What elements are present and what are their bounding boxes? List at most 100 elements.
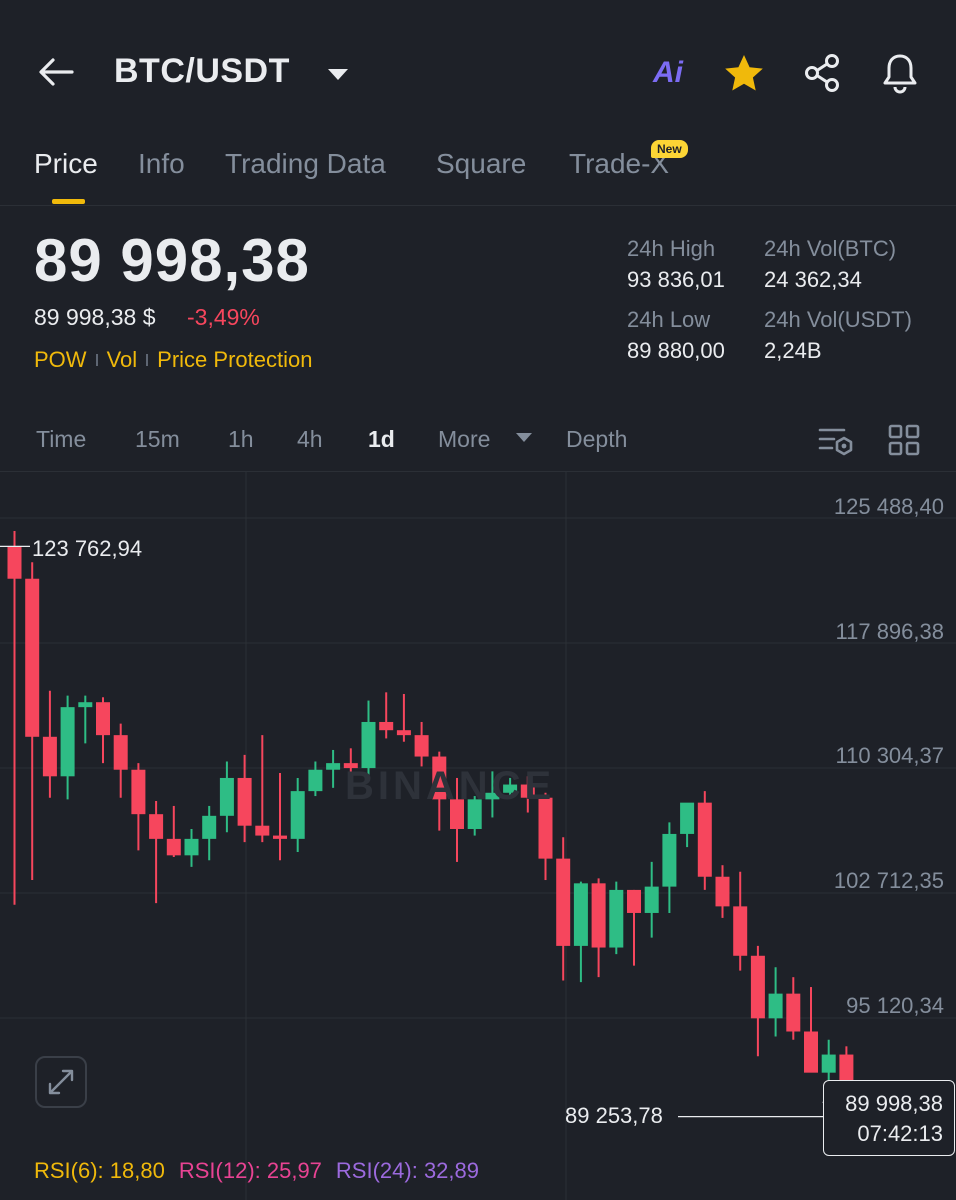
candle-body <box>343 763 358 769</box>
candle-body <box>290 791 305 839</box>
interval-more[interactable]: More <box>438 426 491 452</box>
tag-divider <box>146 354 149 366</box>
layout-grid-icon[interactable] <box>886 422 926 458</box>
ai-icon[interactable]: Ai <box>653 56 683 89</box>
vol-usdt-label: 24h Vol(USDT) <box>764 307 912 332</box>
interval-15m[interactable]: 15m <box>135 426 180 452</box>
candle-body <box>538 797 553 859</box>
candle-body <box>131 769 146 815</box>
candle-body <box>414 735 429 757</box>
low-value: 89 880,00 <box>627 338 725 363</box>
low-marker-label: 89 253,78 <box>565 1103 663 1128</box>
interval-bar: Time 15m 1h 4h 1d More Depth <box>0 410 956 472</box>
candle-body <box>750 955 765 1019</box>
expand-icon[interactable] <box>35 1056 87 1108</box>
candle-countdown: 07:42:13 <box>857 1121 943 1146</box>
tab-trading-data[interactable]: Trading Data <box>225 148 386 179</box>
candle-body <box>96 702 110 736</box>
bell-icon[interactable] <box>877 50 923 96</box>
candle-body <box>396 730 411 736</box>
chevron-down-icon[interactable] <box>516 433 532 442</box>
tab-info[interactable]: Info <box>138 148 185 179</box>
interval-1d[interactable]: 1d <box>368 426 395 452</box>
share-icon[interactable] <box>799 50 845 96</box>
tag-divider <box>95 354 98 366</box>
vol-btc-label: 24h Vol(BTC) <box>764 236 897 261</box>
price-change: -3,49% <box>187 304 260 330</box>
candle-body <box>361 721 376 769</box>
candlestick-chart[interactable] <box>0 472 956 1200</box>
vol-btc-value: 24 362,34 <box>764 267 862 292</box>
candle-body <box>485 792 500 800</box>
candle-body <box>308 769 323 792</box>
back-arrow-icon[interactable] <box>34 50 78 94</box>
candle-body <box>7 546 22 579</box>
candle-body <box>255 825 270 836</box>
top-bar: BTC/USDT Ai <box>0 0 956 140</box>
star-icon[interactable] <box>721 50 767 96</box>
last-price-value: 89 998,38 <box>845 1091 943 1116</box>
price-chart[interactable]: BINANCE 125 488,40 117 896,38 110 304,37… <box>0 472 956 1200</box>
rsi-12: RSI(12): 25,97 <box>178 1158 322 1183</box>
tab-square[interactable]: Square <box>436 148 527 179</box>
rsi-6: RSI(6): 18,80 <box>34 1158 165 1183</box>
candle-body <box>237 777 252 826</box>
new-badge: New <box>651 140 688 158</box>
candle-body <box>715 876 730 907</box>
indicator-settings-icon[interactable] <box>816 422 856 458</box>
candle-body <box>786 993 801 1032</box>
usd-price: 89 998,38 $ <box>34 304 156 330</box>
interval-1h[interactable]: 1h <box>228 426 254 452</box>
binance-watermark: BINANCE <box>345 764 556 808</box>
candle-body <box>573 883 588 946</box>
rsi-24: RSI(24): 32,89 <box>335 1158 479 1183</box>
y-axis-label: 125 488,40 <box>833 494 944 519</box>
candle-body <box>432 756 447 800</box>
y-axis-label: 110 304,37 <box>835 743 944 768</box>
pair-title[interactable]: BTC/USDT <box>114 52 290 90</box>
candle-body <box>697 802 712 877</box>
candle-body <box>202 815 217 839</box>
candle-body <box>644 886 659 913</box>
candle-body <box>467 799 482 829</box>
candle-body <box>113 735 128 770</box>
candle-body <box>78 702 93 708</box>
tab-bar: Price Info Trading Data Square Trade-X <box>0 140 956 206</box>
high-marker-label: 123 762,94 <box>32 536 143 561</box>
interval-time[interactable]: Time <box>36 426 87 452</box>
chevron-down-icon[interactable] <box>326 62 350 86</box>
candle-body <box>184 838 199 856</box>
tag-price-protection[interactable]: Price Protection <box>157 347 313 372</box>
candle-body <box>609 889 624 948</box>
candle-body <box>680 802 695 834</box>
candle-body <box>768 993 783 1019</box>
candle-body <box>733 906 748 956</box>
candle-body <box>379 721 394 731</box>
rsi-legend: RSI(6): 18,80 RSI(12): 25,97 RSI(24): 32,8… <box>34 1158 479 1184</box>
tag-pow[interactable]: POW <box>34 347 87 372</box>
candle-body <box>662 833 677 887</box>
candle-body <box>450 799 464 829</box>
tab-price[interactable]: Price <box>34 148 98 179</box>
candle-body <box>821 1054 836 1073</box>
interval-depth[interactable]: Depth <box>566 426 628 452</box>
candle-body <box>804 1031 818 1073</box>
active-tab-indicator <box>52 199 85 204</box>
high-value: 93 836,01 <box>627 267 725 292</box>
candle-body <box>219 777 234 816</box>
candle-body <box>326 763 341 770</box>
candle-body <box>42 736 57 777</box>
candle-body <box>149 814 164 839</box>
coin-tags: POW Vol Price Protection <box>34 347 312 373</box>
tag-vol[interactable]: Vol <box>106 347 138 372</box>
interval-4h[interactable]: 4h <box>297 426 323 452</box>
candle-body <box>25 578 40 737</box>
candle-body <box>627 889 641 913</box>
last-price-tag[interactable]: 89 998,38 07:42:13 <box>823 1080 955 1156</box>
y-axis-label: 95 120,34 <box>846 993 944 1018</box>
candle-body <box>273 835 287 839</box>
last-price: 89 998,38 <box>34 227 310 294</box>
y-axis-label: 117 896,38 <box>835 619 944 644</box>
low-label: 24h Low <box>627 307 711 332</box>
vol-usdt-value: 2,24B <box>764 338 822 363</box>
